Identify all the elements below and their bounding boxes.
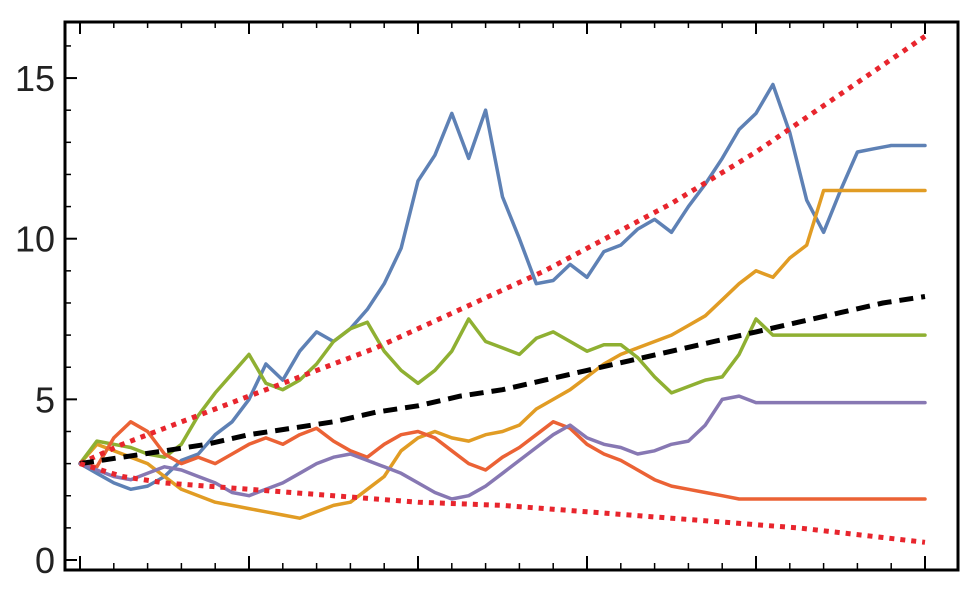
plot-frame	[63, 20, 960, 572]
y-tick-label-15: 15	[15, 58, 55, 99]
series-line-8	[79, 461, 926, 545]
series-line-4	[78, 420, 927, 501]
series-line-3	[78, 317, 927, 466]
series-line-2	[78, 188, 927, 520]
y-tick-label-10: 10	[15, 219, 55, 260]
series-line-1	[78, 82, 927, 492]
series-line-5	[78, 394, 927, 501]
series-line-7	[79, 294, 926, 467]
y-tick-label-5: 5	[35, 379, 55, 420]
y-tick-label-0: 0	[35, 540, 55, 581]
